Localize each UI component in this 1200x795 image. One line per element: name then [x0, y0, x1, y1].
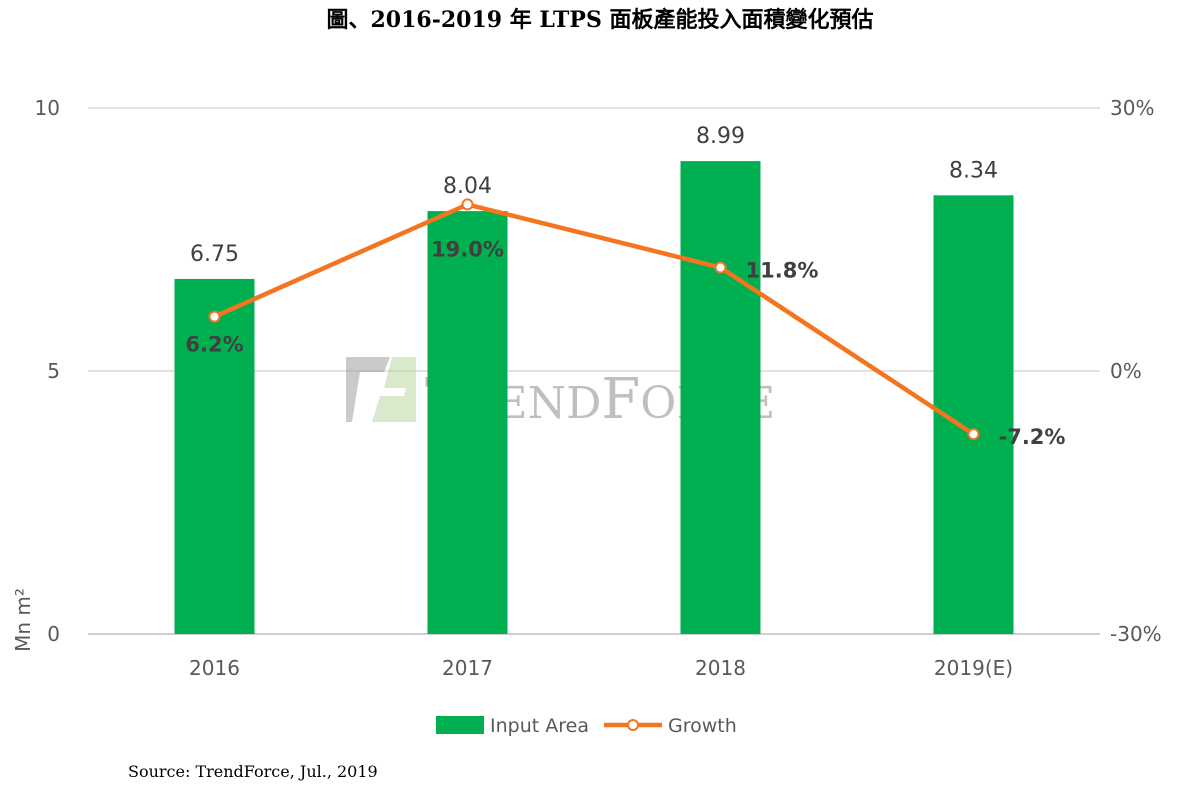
bar-2018 [680, 161, 761, 634]
growth-point [967, 428, 980, 441]
x-tick-label: 2017 [442, 656, 493, 680]
x-tick-label: 2019(E) [934, 656, 1013, 680]
growth-data-label: 6.2% [185, 333, 243, 357]
legend-marker [627, 719, 639, 731]
y2-tick-label: -30% [1110, 622, 1162, 646]
bar-2016 [174, 278, 255, 634]
y2-tick-label: 30% [1110, 96, 1154, 120]
growth-data-label: 19.0% [431, 237, 504, 261]
y-axis-label: Mn m² [11, 588, 35, 652]
y-tick-label: 5 [47, 359, 60, 383]
x-tick-label: 2016 [189, 656, 240, 680]
legend-label: Input Area [490, 715, 589, 737]
legend-label: Growth [668, 715, 737, 737]
y2-tick-label: 0% [1110, 359, 1142, 383]
bar-data-label: 8.04 [443, 174, 492, 199]
growth-point [461, 198, 474, 211]
bar-data-label: 8.34 [949, 158, 998, 183]
bar-data-label: 8.99 [696, 124, 745, 149]
x-tick-label: 2018 [695, 656, 746, 680]
growth-data-label: -7.2% [999, 425, 1066, 449]
source-note: Source: TrendForce, Jul., 2019 [128, 762, 378, 781]
growth-data-label: 11.8% [746, 259, 819, 283]
y-tick-label: 10 [35, 96, 60, 120]
legend-swatch-input-area [436, 716, 484, 734]
chart-title: 圖、2016-2019 年 LTPS 面板產能投入面積變化預估 [326, 7, 874, 33]
growth-point [714, 261, 727, 274]
bar-2017 [427, 211, 508, 634]
trendforce-watermark [346, 357, 416, 422]
growth-line [213, 202, 975, 436]
growth-point [208, 310, 221, 323]
bar-data-label: 6.75 [190, 242, 239, 267]
y-tick-label: 0 [47, 622, 60, 646]
